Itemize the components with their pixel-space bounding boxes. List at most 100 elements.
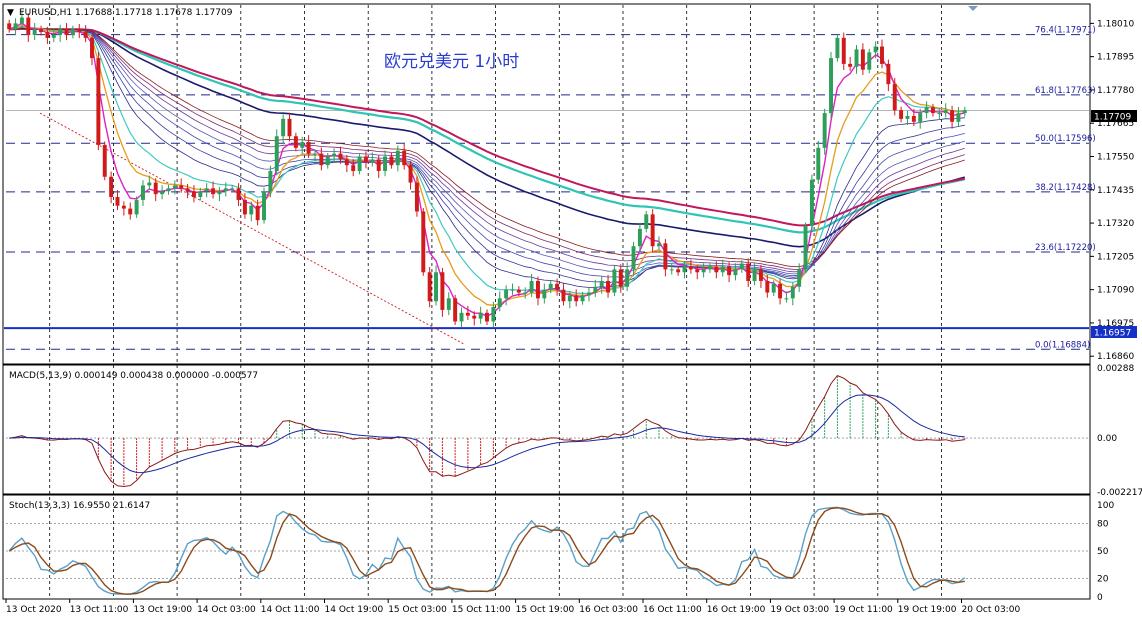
candle-body xyxy=(153,182,158,195)
candle-body xyxy=(338,153,343,160)
symbol-ohlc-label: EURUSD,H1 1.17688 1.17718 1.17678 1.1770… xyxy=(19,8,233,18)
time-tick-label: 15 Oct 11:00 xyxy=(452,605,511,615)
stoch-series: 100 80 50 20 0 xyxy=(6,501,1114,603)
candle-body xyxy=(32,29,37,35)
candle-body xyxy=(918,113,923,122)
macd-label: MACD(5,13,9) 0.000149 0.000438 0.000000 … xyxy=(9,371,258,381)
time-tick-label: 13 Oct 19:00 xyxy=(133,605,192,615)
candle-body xyxy=(841,37,846,64)
candle-body xyxy=(784,298,789,300)
candle-body xyxy=(771,283,776,293)
candle-body xyxy=(676,269,681,273)
candle-body xyxy=(262,191,266,221)
chart-title: 欧元兑美元 1小时 xyxy=(384,52,519,72)
candle-body xyxy=(268,170,273,192)
candle-body xyxy=(287,118,292,137)
fib-level-label: 38.2(1.17428) xyxy=(1035,183,1096,193)
candle-body xyxy=(580,295,585,302)
time-tick-label: 14 Oct 11:00 xyxy=(261,605,320,615)
candle-body xyxy=(440,272,445,310)
candle-body xyxy=(880,46,884,64)
candle-body xyxy=(274,136,279,171)
candle-body xyxy=(70,29,75,35)
candle-body xyxy=(64,29,69,35)
candle-body xyxy=(128,208,133,215)
candle-body xyxy=(140,185,145,200)
candle-body xyxy=(45,32,50,38)
candle-body xyxy=(701,269,706,273)
support-price-label: 1.16957 xyxy=(1094,329,1131,339)
candle-body xyxy=(765,280,770,293)
symbol-triangle-icon[interactable]: ▼ xyxy=(7,8,14,18)
macd-series: 0.00288 0.00 -0.002217 xyxy=(6,364,1142,498)
candle-body xyxy=(51,34,56,38)
candle-body xyxy=(561,289,566,302)
price-panel xyxy=(2,3,1091,365)
time-tick-label: 19 Oct 19:00 xyxy=(898,605,957,615)
candle-body xyxy=(854,49,859,67)
candle-body xyxy=(930,107,935,114)
candle-body xyxy=(637,228,642,247)
candle-body xyxy=(727,266,732,276)
candle-body xyxy=(790,286,795,299)
macd-tick-label: 0.00288 xyxy=(1097,364,1134,374)
candle-body xyxy=(166,188,171,192)
macd-panel xyxy=(2,364,1091,495)
candle-body xyxy=(160,191,165,195)
candle-body xyxy=(829,58,834,114)
candle-body xyxy=(7,23,12,30)
candle-body xyxy=(497,298,502,308)
candle-body xyxy=(485,312,489,322)
candle-body xyxy=(453,298,458,322)
stoch-d-line xyxy=(8,507,965,595)
candle-body xyxy=(606,280,611,293)
time-tick-label: 16 Oct 03:00 xyxy=(579,605,638,615)
candle-body xyxy=(950,110,955,122)
stoch-tick-label: 50 xyxy=(1097,547,1109,557)
candle-body xyxy=(39,29,44,33)
stoch-label: Stoch(13,3,3) 16.9550 21.6147 xyxy=(9,501,150,511)
candle-body xyxy=(300,142,305,148)
candle-body xyxy=(395,150,400,166)
macd-signal-line xyxy=(9,394,965,474)
candle-body xyxy=(529,280,534,293)
shift-marker-icon[interactable] xyxy=(968,6,978,11)
candle-body xyxy=(657,243,661,247)
candle-body xyxy=(860,49,865,70)
candle-body xyxy=(778,283,783,299)
fib-level-label: 50.0(1.17596) xyxy=(1035,134,1096,144)
price-tick-label: 1.17205 xyxy=(1097,252,1134,262)
candle-body xyxy=(803,225,808,270)
candle-body xyxy=(886,63,891,85)
candle-body xyxy=(172,185,177,189)
candle-body xyxy=(414,182,419,212)
candle-body xyxy=(523,292,528,294)
candle-body xyxy=(185,188,190,192)
candle-body xyxy=(376,159,381,171)
candle-body xyxy=(249,205,254,215)
candle-body xyxy=(242,199,247,215)
candles xyxy=(7,10,967,328)
fib-level-label: 0.0(1.16884) xyxy=(1035,340,1090,350)
candle-body xyxy=(465,312,470,316)
candle-body xyxy=(867,52,872,70)
candle-body xyxy=(586,292,591,296)
candle-body xyxy=(612,269,617,293)
time-tick-label: 14 Oct 19:00 xyxy=(325,605,384,615)
candle-body xyxy=(567,295,572,302)
candle-body xyxy=(58,29,63,35)
candle-body xyxy=(714,266,719,273)
candle-body xyxy=(83,32,88,38)
time-tick-label: 13 Oct 2020 xyxy=(6,605,62,615)
candle-body xyxy=(363,156,368,163)
candle-body xyxy=(873,46,878,53)
candle-body xyxy=(427,272,432,302)
price-tick-label: 1.17780 xyxy=(1097,86,1134,96)
candle-body xyxy=(434,272,439,302)
candle-body xyxy=(255,205,260,221)
candle-body xyxy=(191,191,196,198)
candle-body xyxy=(351,165,356,171)
candle-body xyxy=(822,113,827,148)
candle-body xyxy=(344,159,349,166)
